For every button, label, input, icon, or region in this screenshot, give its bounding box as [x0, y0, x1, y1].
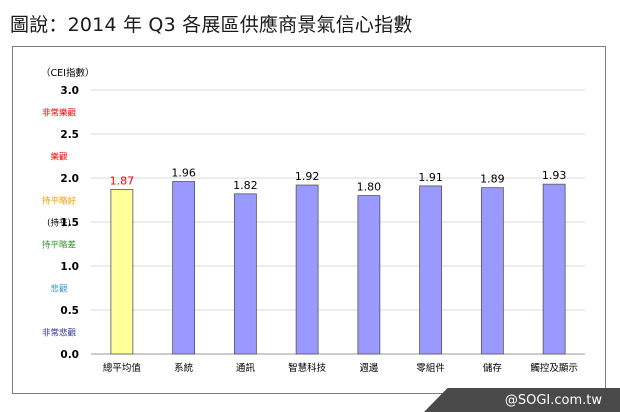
data-label: 1.89	[480, 173, 505, 186]
data-label: 1.96	[171, 167, 196, 180]
y-axis-label: （CEI指數）	[41, 67, 94, 79]
zone-label: 非常悲觀	[42, 328, 77, 339]
x-tick-label: 零組件	[416, 362, 445, 374]
bar	[233, 193, 257, 355]
x-tick-label: 系統	[174, 362, 194, 374]
zone-label: 悲觀	[50, 284, 68, 295]
x-tick-label: 通訊	[236, 362, 256, 374]
y-tick-label: 0.0	[60, 349, 79, 361]
bar	[542, 183, 566, 355]
bar	[172, 181, 196, 355]
zone-label: 持平略好	[42, 196, 77, 207]
bar	[110, 189, 134, 355]
x-tick-label: 週邊	[359, 362, 379, 374]
y-tick-labels: 0.0 0.5 1.0 1.5 2.0 2.5 3.0	[60, 85, 79, 361]
y-tick-label: 1.0	[60, 261, 79, 273]
bars	[110, 181, 566, 355]
y-tick-label: 2.5	[60, 129, 79, 141]
data-label: 1.87	[110, 174, 135, 187]
data-label: 1.82	[233, 179, 258, 192]
zone-label: 樂觀	[50, 152, 68, 163]
bar	[295, 184, 319, 355]
y-tick-label: 1.5	[60, 217, 79, 229]
zone-label: 非常樂觀	[42, 108, 77, 119]
zone-label: (持平)	[47, 218, 71, 229]
chart-caption: 圖說：2014 年 Q3 各展區供應商景氣信心指數	[10, 14, 413, 36]
x-tick-label: 智慧科技	[288, 362, 327, 374]
gridlines	[91, 89, 585, 355]
data-label: 1.91	[418, 171, 443, 184]
bar	[480, 187, 504, 355]
data-labels: 1.87 1.96 1.82 1.92 1.80 1.91 1.89 1.93	[110, 167, 567, 194]
data-label: 1.93	[542, 169, 567, 182]
x-tick-label: 總平均值	[103, 362, 142, 374]
y-tick-label: 2.0	[60, 173, 79, 185]
data-label: 1.92	[295, 170, 320, 183]
watermark: @SOGI.com.tw	[424, 388, 620, 412]
watermark-text: @SOGI.com.tw	[504, 392, 602, 408]
x-tick-label: 觸控及顯示	[530, 362, 578, 374]
chart-frame: （CEI指數） 非常樂觀樂觀持平略好 (持平) 持平略差悲觀非常悲觀 0.0 0.5 1…	[12, 46, 606, 394]
x-tick-label: 儲存	[483, 362, 503, 374]
y-tick-label: 3.0	[60, 85, 79, 97]
y-tick-label: 0.5	[60, 305, 79, 317]
x-tick-labels: 總平均值 系統 通訊 智慧科技 週邊 零組件 儲存 觸控及顯示	[103, 362, 578, 374]
bar	[357, 195, 381, 355]
bar	[419, 185, 443, 355]
zone-label: 持平略差	[42, 240, 76, 251]
data-label: 1.80	[357, 181, 382, 194]
